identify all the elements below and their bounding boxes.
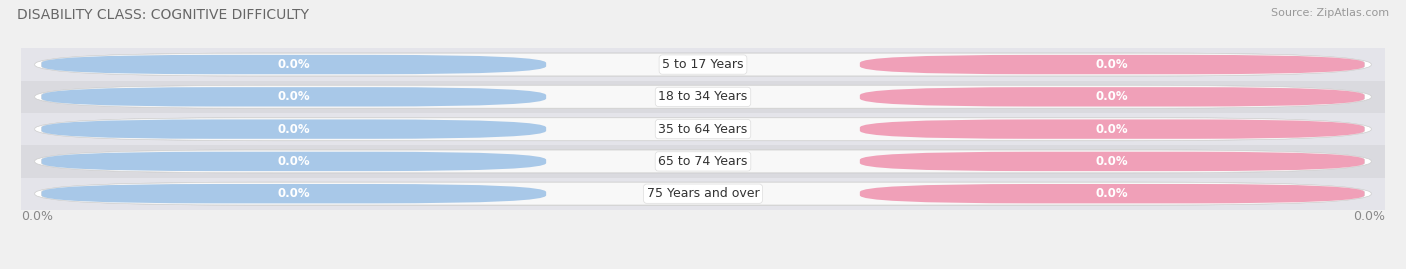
- FancyBboxPatch shape: [35, 85, 1371, 108]
- FancyBboxPatch shape: [21, 145, 1385, 178]
- Text: 0.0%: 0.0%: [277, 58, 311, 71]
- FancyBboxPatch shape: [21, 81, 1385, 113]
- FancyBboxPatch shape: [860, 119, 1364, 139]
- FancyBboxPatch shape: [860, 55, 1364, 74]
- FancyBboxPatch shape: [42, 86, 1364, 108]
- FancyBboxPatch shape: [21, 113, 1385, 145]
- Text: 0.0%: 0.0%: [277, 155, 311, 168]
- FancyBboxPatch shape: [860, 184, 1364, 203]
- FancyBboxPatch shape: [42, 152, 546, 171]
- Text: DISABILITY CLASS: COGNITIVE DIFFICULTY: DISABILITY CLASS: COGNITIVE DIFFICULTY: [17, 8, 309, 22]
- Text: 0.0%: 0.0%: [277, 90, 311, 103]
- FancyBboxPatch shape: [42, 87, 546, 107]
- Text: 65 to 74 Years: 65 to 74 Years: [658, 155, 748, 168]
- FancyBboxPatch shape: [21, 48, 1385, 81]
- Text: 0.0%: 0.0%: [277, 187, 311, 200]
- FancyBboxPatch shape: [42, 119, 546, 139]
- FancyBboxPatch shape: [42, 150, 1364, 173]
- FancyBboxPatch shape: [21, 178, 1385, 210]
- Text: 5 to 17 Years: 5 to 17 Years: [662, 58, 744, 71]
- Text: 0.0%: 0.0%: [1353, 210, 1385, 223]
- FancyBboxPatch shape: [35, 118, 1371, 141]
- FancyBboxPatch shape: [42, 53, 1364, 76]
- Text: 0.0%: 0.0%: [1095, 90, 1129, 103]
- Text: 0.0%: 0.0%: [1095, 58, 1129, 71]
- FancyBboxPatch shape: [860, 152, 1364, 171]
- FancyBboxPatch shape: [860, 87, 1364, 107]
- FancyBboxPatch shape: [42, 184, 546, 203]
- FancyBboxPatch shape: [35, 150, 1371, 173]
- Text: 0.0%: 0.0%: [1095, 155, 1129, 168]
- FancyBboxPatch shape: [42, 118, 1364, 140]
- FancyBboxPatch shape: [35, 53, 1371, 76]
- Text: 0.0%: 0.0%: [1095, 187, 1129, 200]
- Text: 0.0%: 0.0%: [277, 123, 311, 136]
- FancyBboxPatch shape: [35, 182, 1371, 205]
- Text: 75 Years and over: 75 Years and over: [647, 187, 759, 200]
- Text: Source: ZipAtlas.com: Source: ZipAtlas.com: [1271, 8, 1389, 18]
- Text: 0.0%: 0.0%: [1095, 123, 1129, 136]
- Text: 0.0%: 0.0%: [21, 210, 53, 223]
- Text: 18 to 34 Years: 18 to 34 Years: [658, 90, 748, 103]
- Text: 35 to 64 Years: 35 to 64 Years: [658, 123, 748, 136]
- Legend: Male, Female: Male, Female: [641, 264, 765, 269]
- FancyBboxPatch shape: [42, 55, 546, 74]
- FancyBboxPatch shape: [42, 182, 1364, 205]
